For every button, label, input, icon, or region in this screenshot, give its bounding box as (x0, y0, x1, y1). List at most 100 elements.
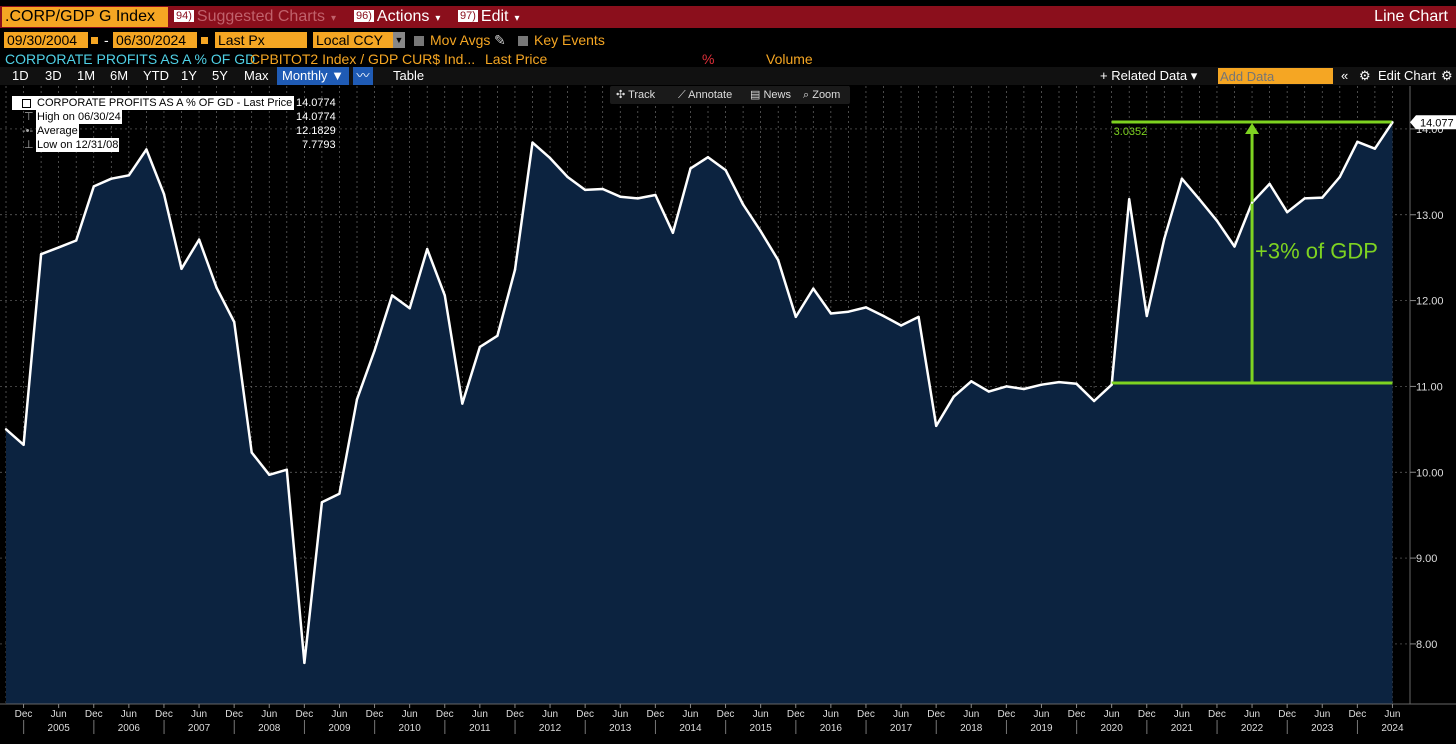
series-percent: % (702, 51, 715, 67)
data-point (92, 185, 96, 188)
x-tick-label: Jun (893, 709, 909, 720)
range-3d[interactable]: 3D (45, 68, 62, 83)
data-point (1092, 399, 1096, 403)
news-tool[interactable]: ▤ News (750, 86, 791, 104)
data-point (671, 231, 675, 234)
table-button[interactable]: Table (393, 68, 425, 83)
data-point (1145, 314, 1149, 318)
end-date-field[interactable]: 06/30/2024 (113, 32, 197, 48)
x-tick-label: Jun (1174, 709, 1190, 720)
legend-row-low: ⊥ Low on 12/31/08 7.7793 (12, 138, 342, 152)
gear-icon[interactable]: ⚙ (1441, 68, 1453, 83)
x-tick-label: Jun (261, 709, 277, 720)
data-point (847, 310, 850, 313)
data-point (1268, 182, 1271, 186)
range-1m[interactable]: 1M (77, 68, 96, 83)
measure-label: 3.0352 (1114, 126, 1148, 138)
suggested-charts-menu[interactable]: 94) Suggested Charts ▾ (174, 7, 336, 27)
edit-menu[interactable]: 97) Edit ▾ (458, 7, 520, 27)
x-year-label: 2024 (1381, 723, 1404, 734)
x-tick-label: Dec (366, 709, 384, 720)
start-date-field[interactable]: 09/30/2004 (4, 32, 88, 48)
x-tick-label: Dec (155, 709, 173, 720)
x-year-label: 2018 (960, 723, 983, 734)
track-tool[interactable]: ✣ Track (616, 86, 655, 104)
x-tick-label: Jun (963, 709, 979, 720)
field-select[interactable]: Last Px (215, 32, 307, 48)
x-year-label: 2014 (679, 723, 702, 734)
x-tick-label: Jun (331, 709, 347, 720)
currency-select[interactable]: Local CCY (313, 32, 393, 48)
line-chart-icon[interactable]: 〰 (353, 67, 373, 85)
pencil-icon[interactable]: ✎ (494, 32, 506, 48)
data-point (636, 197, 639, 200)
annotate-tool[interactable]: ⟋ Annotate (678, 86, 732, 104)
data-points (4, 121, 1394, 665)
x-tick-label: Dec (1278, 709, 1296, 720)
add-data-input[interactable] (1218, 68, 1333, 84)
x-tick-label: Dec (927, 709, 945, 720)
x-tick-label: Dec (1348, 709, 1366, 720)
data-point (583, 188, 587, 192)
crosshair-icon: ✣ (616, 89, 629, 101)
collapse-icon[interactable]: « (1341, 68, 1349, 83)
actions-menu[interactable]: 96) Actions ▾ (354, 7, 440, 27)
range-max[interactable]: Max (244, 68, 269, 83)
data-point (1321, 196, 1324, 199)
gear-icon[interactable]: ⚙ (1359, 68, 1371, 83)
data-point (320, 501, 324, 504)
data-point (829, 312, 833, 315)
zoom-label: Zoom (812, 89, 841, 101)
data-point (917, 315, 920, 319)
x-tick-label: Dec (997, 709, 1015, 720)
data-point (338, 492, 341, 495)
data-point (1040, 383, 1043, 386)
data-point (689, 167, 692, 170)
x-tick-label: Jun (753, 709, 769, 720)
calendar-icon[interactable] (90, 36, 99, 45)
data-point (408, 307, 411, 310)
annotation-group: 3.0352 +3% of GDP (1111, 120, 1393, 385)
last-value-label: 14.077 (1420, 117, 1454, 129)
x-tick-label: Jun (472, 709, 488, 720)
legend-row-main[interactable]: CORPORATE PROFITS AS A % OF GD - Last Pr… (12, 96, 294, 110)
chevron-down-icon: ▾ (514, 13, 520, 24)
edit-chart-button[interactable]: Edit Chart (1378, 68, 1436, 83)
data-point (22, 443, 25, 446)
y-tick-label: 10.00 (1416, 467, 1444, 479)
mov-avgs-checkbox[interactable] (414, 36, 424, 46)
chevron-down-icon[interactable]: ▼ (393, 32, 405, 48)
last-value-tag (1410, 115, 1456, 130)
data-point (1373, 147, 1377, 150)
low-value: 7.7793 (302, 139, 336, 151)
data-point (233, 320, 236, 324)
x-tick-label: Dec (225, 709, 243, 720)
zoom-tool[interactable]: ⌕ Zoom (803, 86, 840, 104)
range-1d[interactable]: 1D (12, 68, 29, 83)
low-marker-icon: ⊥ (24, 139, 34, 151)
range-5y[interactable]: 5Y (212, 68, 228, 83)
x-year-label: 2010 (399, 723, 422, 734)
data-point (1391, 121, 1394, 124)
x-tick-label: Jun (823, 709, 839, 720)
range-1y[interactable]: 1Y (181, 68, 197, 83)
x-year-label: 2019 (1030, 723, 1053, 734)
edit-label: Edit (480, 8, 509, 25)
ticker-input[interactable]: .CORP/GDP G Index (2, 7, 168, 27)
related-data-button[interactable]: + Related Data ▾ (1100, 68, 1198, 83)
range-6m[interactable]: 6M (110, 68, 129, 83)
y-tick-label: 12.00 (1416, 296, 1444, 308)
annotate-icon: ⟋ (678, 89, 689, 101)
period-select[interactable]: Monthly ▼ (277, 67, 349, 85)
series-line (5, 121, 1394, 665)
data-point (654, 193, 657, 197)
calendar-icon[interactable] (200, 36, 209, 45)
key-events-checkbox[interactable] (518, 36, 528, 46)
x-year-label: 2013 (609, 723, 632, 734)
data-point (127, 174, 131, 177)
legend-swatch (22, 99, 31, 108)
range-ytd[interactable]: YTD (143, 68, 169, 83)
data-point (1110, 383, 1113, 386)
data-point (373, 349, 376, 352)
